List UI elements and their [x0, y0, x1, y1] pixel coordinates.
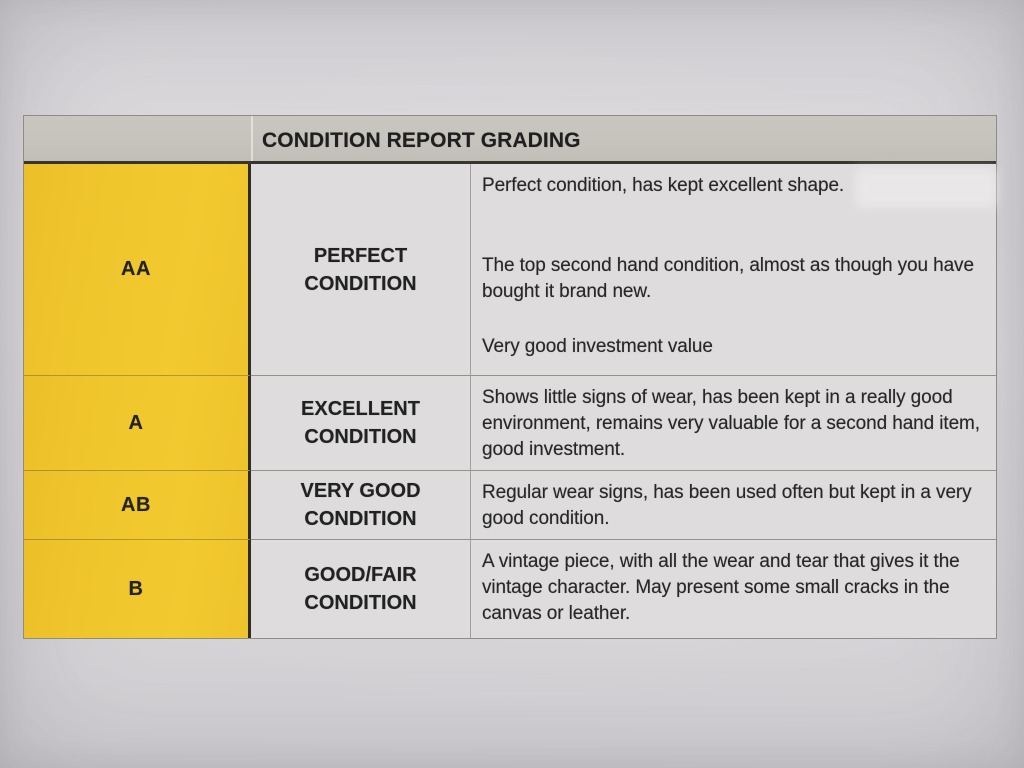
table-title: CONDITION REPORT GRADING: [262, 128, 581, 152]
grade-code: AA: [121, 258, 151, 280]
condition-grading-table: CONDITION REPORT GRADING AA PERFECT COND…: [23, 115, 997, 639]
description-cell-b: A vintage piece, with all the wear and t…: [471, 540, 996, 638]
condition-label-cell-ab: VERY GOOD CONDITION: [251, 471, 471, 540]
grade-code: B: [128, 577, 144, 600]
description-paragraph: A vintage piece, with all the wear and t…: [482, 551, 960, 624]
grade-cell-aa: AA: [24, 164, 251, 376]
condition-label: GOOD/FAIR CONDITION: [304, 564, 417, 614]
condition-label: VERY GOOD CONDITION: [300, 480, 421, 530]
table-header-row: CONDITION REPORT GRADING: [24, 116, 996, 164]
description-cell-a: Shows little signs of wear, has been kep…: [471, 376, 996, 471]
grade-code: A: [128, 411, 144, 434]
description-paragraph: Very good investment value: [482, 336, 713, 357]
grade-cell-ab: AB: [24, 471, 251, 540]
description-paragraph: Regular wear signs, has been used often …: [482, 482, 972, 529]
condition-label: EXCELLENT CONDITION: [301, 398, 420, 448]
condition-label: PERFECT CONDITION: [304, 244, 417, 295]
description-cell-aa: Perfect condition, has kept excellent sh…: [471, 164, 996, 376]
description-paragraph: The top second hand condition, almost as…: [482, 255, 974, 302]
grade-code: AB: [121, 493, 151, 516]
condition-label-cell-b: GOOD/FAIR CONDITION: [251, 540, 471, 638]
description-paragraph: Perfect condition, has kept excellent sh…: [482, 175, 845, 196]
grade-cell-a: A: [24, 376, 251, 471]
description-cell-ab: Regular wear signs, has been used often …: [471, 471, 996, 540]
grade-cell-b: B: [24, 540, 251, 638]
condition-label-cell-aa: PERFECT CONDITION: [251, 164, 471, 376]
condition-label-cell-a: EXCELLENT CONDITION: [251, 376, 471, 471]
description-paragraph: Shows little signs of wear, has been kep…: [482, 387, 980, 460]
